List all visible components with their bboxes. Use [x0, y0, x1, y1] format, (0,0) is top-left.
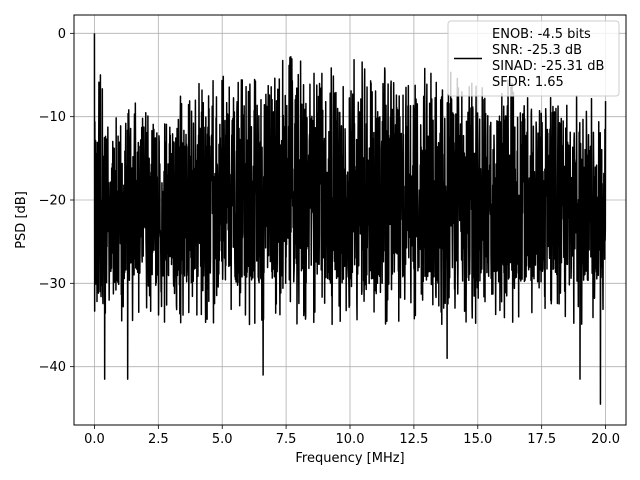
x-tick-label: 0.0: [84, 432, 105, 447]
x-tick-label: 7.5: [276, 432, 297, 447]
axis-ticks: 0.0 2.5 5.0 7.5 10.0 12.5 15.0 17.5 20.0 0 −10 −20 −…: [39, 27, 620, 447]
y-tick-label: 0: [58, 27, 66, 42]
psd-line: [93, 33, 607, 405]
y-tick-label: −40: [39, 360, 66, 375]
x-tick-label: 2.5: [148, 432, 169, 447]
legend: ENOB: -4.5 bits SNR: -25.3 dB SINAD: -25…: [447, 20, 620, 97]
y-axis-label: PSD [dB]: [14, 191, 29, 249]
legend-line-sfdr: SFDR: 1.65: [492, 75, 564, 90]
legend-line-snr: SNR: -25.3 dB: [492, 43, 582, 58]
x-tick-label: 10.0: [336, 432, 365, 447]
y-tick-label: −20: [39, 194, 66, 209]
legend-line-enob: ENOB: -4.5 bits: [492, 27, 591, 42]
x-tick-label: 20.0: [591, 432, 620, 447]
x-tick-label: 17.5: [527, 432, 556, 447]
y-tick-label: −10: [39, 110, 66, 125]
x-tick-label: 5.0: [212, 432, 233, 447]
y-tick-label: −30: [39, 277, 66, 292]
legend-box: [447, 20, 620, 97]
x-tick-label: 12.5: [399, 432, 428, 447]
legend-line-sinad: SINAD: -25.31 dB: [492, 59, 604, 74]
x-tick-label: 15.0: [463, 432, 492, 447]
x-axis-label: Frequency [MHz]: [295, 451, 404, 466]
psd-series: [93, 33, 607, 405]
